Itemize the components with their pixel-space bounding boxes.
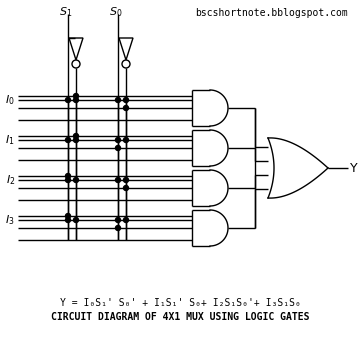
Circle shape (116, 225, 121, 230)
Text: Y: Y (350, 162, 358, 174)
Circle shape (74, 137, 79, 142)
Circle shape (116, 178, 121, 183)
Circle shape (65, 218, 70, 222)
Circle shape (74, 134, 79, 138)
Text: $S_0$: $S_0$ (109, 5, 123, 19)
Circle shape (65, 137, 70, 142)
Text: $I_0$: $I_0$ (5, 93, 15, 107)
Circle shape (123, 98, 129, 103)
Text: $S_1$: $S_1$ (59, 5, 73, 19)
Circle shape (74, 94, 79, 99)
Circle shape (74, 218, 79, 222)
Text: $I_2$: $I_2$ (6, 173, 15, 187)
Circle shape (116, 98, 121, 103)
Circle shape (65, 173, 70, 178)
Text: $I_1$: $I_1$ (5, 133, 15, 147)
Text: CIRCUIT DIAGRAM OF 4X1 MUX USING LOGIC GATES: CIRCUIT DIAGRAM OF 4X1 MUX USING LOGIC G… (51, 312, 309, 322)
Circle shape (123, 105, 129, 110)
Circle shape (123, 185, 129, 190)
Text: Y = I₀S₁' S₀' + I₁S₁' S₀+ I₂S₁S₀'+ I₃S₁S₀: Y = I₀S₁' S₀' + I₁S₁' S₀+ I₂S₁S₀'+ I₃S₁S… (60, 298, 300, 308)
Circle shape (116, 218, 121, 222)
Circle shape (74, 178, 79, 183)
Text: $I_3$: $I_3$ (5, 213, 15, 227)
Circle shape (123, 137, 129, 142)
Circle shape (116, 137, 121, 142)
Circle shape (65, 178, 70, 183)
Circle shape (123, 178, 129, 183)
Circle shape (65, 98, 70, 103)
Circle shape (123, 218, 129, 222)
Circle shape (116, 146, 121, 151)
Text: bscshortnote.bblogspot.com: bscshortnote.bblogspot.com (195, 8, 348, 18)
Circle shape (65, 214, 70, 219)
Circle shape (74, 98, 79, 103)
